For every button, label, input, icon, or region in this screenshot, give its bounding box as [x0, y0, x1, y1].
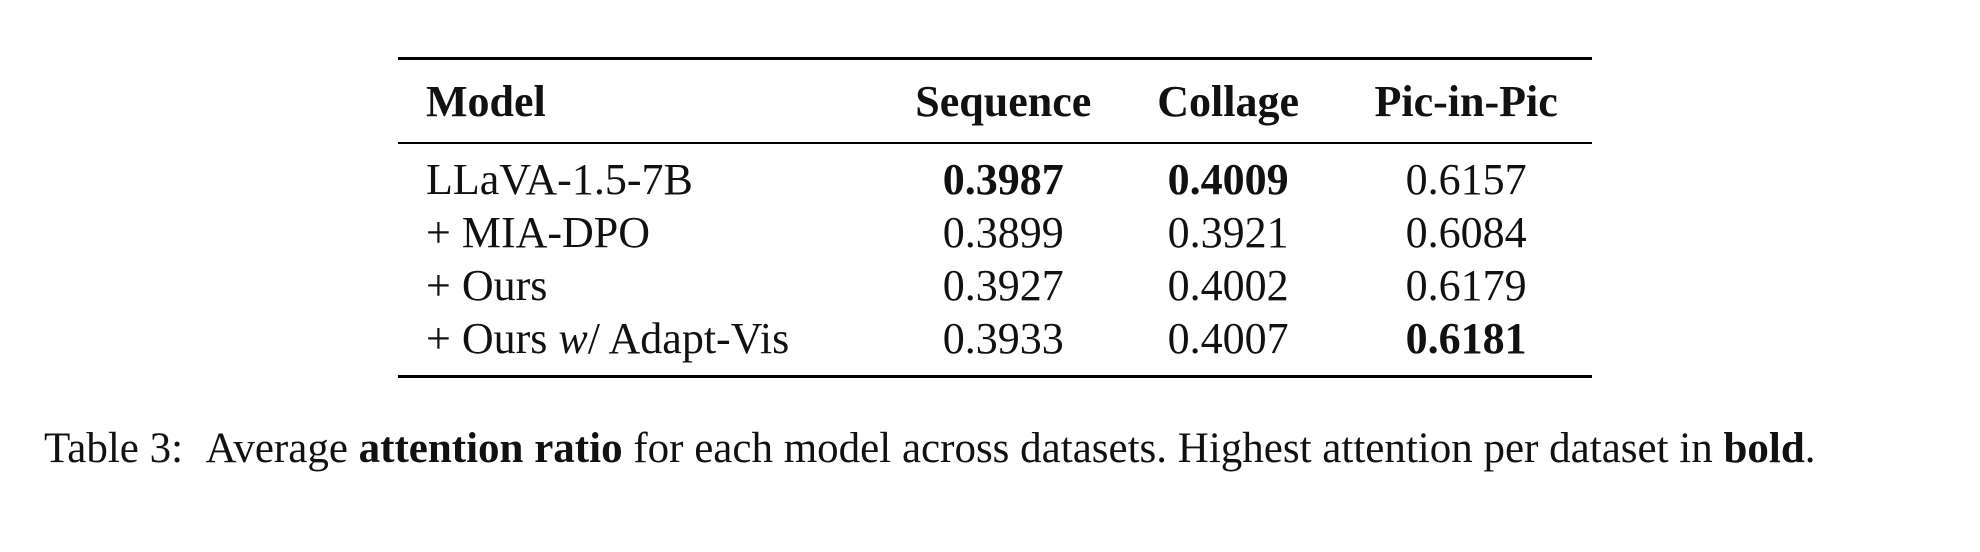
cell-pic-in-pic: 0.6157 — [1405, 155, 1527, 204]
cell-sequence: 0.3933 — [942, 314, 1064, 363]
cell-pic-in-pic: 0.6181 — [1405, 314, 1527, 363]
header-pic-in-pic: Pic-in-Pic — [1374, 77, 1558, 126]
caption-bold-1: attention ratio — [358, 425, 623, 472]
cell-sequence: 0.3987 — [942, 155, 1064, 204]
table-row: + Ours 0.3927 0.4002 0.6179 — [398, 258, 1592, 311]
table-row: LLaVA-1.5-7B 0.3987 0.4009 0.6157 — [398, 143, 1592, 205]
model-suffix: / Adapt-Vis — [587, 314, 790, 363]
cell-pic-in-pic: 0.6084 — [1405, 208, 1527, 257]
caption-bold-2: bold — [1723, 425, 1805, 472]
attention-ratio-table: Model Sequence Collage Pic-in-Pic LLaVA-… — [398, 57, 1592, 378]
cell-sequence: 0.3927 — [942, 261, 1064, 310]
table-row: + MIA-DPO 0.3899 0.3921 0.6084 — [398, 205, 1592, 258]
table-header: Model Sequence Collage Pic-in-Pic — [398, 58, 1592, 143]
model-italic: w — [558, 314, 588, 363]
caption-label: Table 3: — [44, 425, 184, 472]
cell-model: + Ours — [426, 261, 548, 310]
cell-pic-in-pic: 0.6179 — [1405, 261, 1527, 310]
caption-text-1: Average — [205, 425, 348, 472]
caption-text-2: for each model across datasets. Highest … — [633, 425, 1713, 472]
caption-end: . — [1804, 425, 1816, 472]
header-row: Model Sequence Collage Pic-in-Pic — [398, 58, 1592, 143]
cell-model: + MIA-DPO — [426, 208, 651, 257]
cell-collage: 0.4007 — [1167, 314, 1289, 363]
header-sequence: Sequence — [915, 77, 1092, 126]
header-collage: Collage — [1157, 77, 1300, 126]
cell-collage: 0.4009 — [1167, 155, 1289, 204]
model-prefix: + Ours — [426, 314, 548, 363]
cell-model: LLaVA-1.5-7B — [426, 155, 693, 204]
cell-model: + Ours w/ Adapt-Vis — [398, 311, 891, 377]
cell-sequence: 0.3899 — [942, 208, 1064, 257]
cell-collage: 0.4002 — [1167, 261, 1289, 310]
table-row: + Ours w/ Adapt-Vis 0.3933 0.4007 0.6181 — [398, 311, 1592, 377]
table-caption: Table 3: Average attention ratio for eac… — [44, 422, 1954, 476]
header-model: Model — [426, 77, 546, 126]
results-table-container: Model Sequence Collage Pic-in-Pic LLaVA-… — [398, 57, 1592, 378]
table-body: LLaVA-1.5-7B 0.3987 0.4009 0.6157 + MIA-… — [398, 143, 1592, 377]
cell-collage: 0.3921 — [1167, 208, 1289, 257]
